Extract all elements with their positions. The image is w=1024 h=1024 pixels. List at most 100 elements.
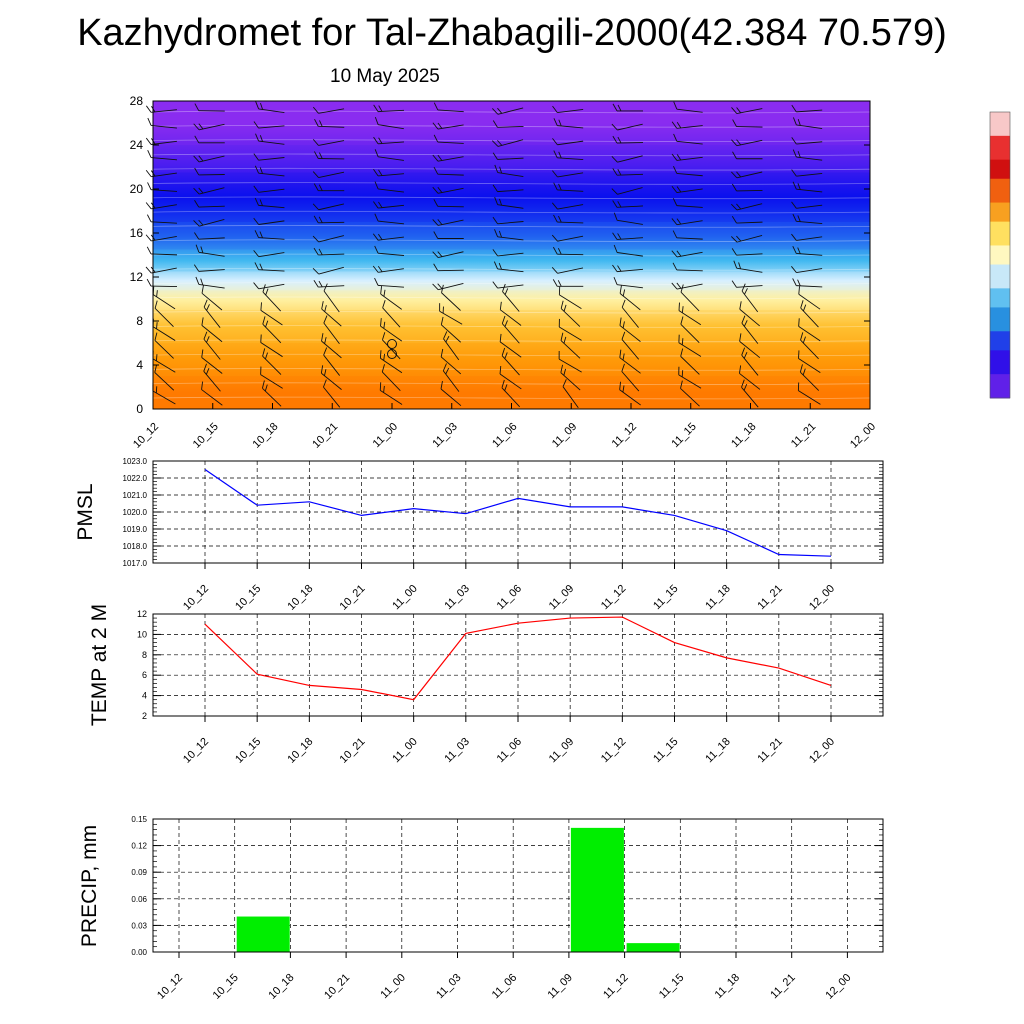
wind-barb-flag — [313, 247, 319, 256]
wind-barb — [731, 107, 763, 115]
wind-barb-flag — [736, 171, 742, 178]
wind-barb-flag — [499, 365, 502, 375]
wind-barb-shaft — [557, 189, 584, 192]
wind-barb-flag — [378, 137, 383, 144]
wind-barb-shaft — [736, 203, 763, 211]
precip-bar — [626, 943, 680, 952]
wind-barb-flag — [440, 316, 444, 325]
wind-barb-flag — [253, 250, 260, 257]
wind-barb — [739, 301, 760, 327]
wind-barb — [494, 164, 524, 178]
wind-barb-shaft — [318, 203, 345, 211]
wind-barb-flag — [383, 289, 386, 297]
wind-barb — [312, 235, 345, 243]
wind-barb-shaft — [741, 354, 759, 376]
wind-barb-flag — [265, 288, 269, 296]
wind-barb-shaft — [258, 252, 285, 258]
wind-barb — [253, 185, 285, 193]
wind-barb-flag — [264, 384, 268, 392]
wind-barb — [323, 315, 340, 345]
wind-barb-shaft — [380, 389, 403, 405]
wind-barb-flag — [802, 368, 806, 376]
wind-barb-flag — [731, 107, 738, 114]
wind-barb-shaft — [201, 325, 223, 343]
colorbar-swatch — [990, 388, 1010, 394]
wind-barb-flag — [678, 334, 680, 343]
colorbar-swatch — [990, 255, 1010, 261]
wind-barb-shaft — [380, 325, 403, 342]
wind-barb-flag — [676, 186, 682, 193]
x-tick-label: 11_18 — [729, 421, 759, 451]
wind-barb-shaft — [796, 204, 823, 209]
wind-barb-flag — [380, 318, 382, 327]
wind-barb-flag — [374, 213, 379, 222]
wind-barb-flag — [195, 276, 200, 285]
x-tick-label: 11_03 — [442, 736, 472, 766]
wind-barb-flag — [619, 381, 621, 390]
wind-barb — [492, 152, 524, 160]
wind-barb-flag — [497, 107, 503, 114]
wind-barb — [551, 234, 584, 242]
wind-barb — [193, 219, 225, 227]
wind-barb — [619, 317, 641, 342]
wind-barb-shaft — [497, 139, 524, 147]
wind-barb — [382, 300, 401, 328]
wind-barb-flag — [259, 199, 263, 206]
wind-barb-flag — [551, 266, 558, 274]
x-tick-label: 10_15 — [191, 421, 221, 451]
wind-barb — [499, 333, 522, 358]
wind-barb-flag — [558, 215, 562, 223]
wind-barb — [612, 168, 644, 176]
x-tick-label: 11_21 — [755, 736, 785, 766]
wind-barb — [671, 121, 703, 129]
wind-barb — [253, 121, 285, 129]
wind-barb — [621, 331, 640, 360]
wind-barb-flag — [792, 246, 797, 254]
wind-barb-flag — [492, 216, 498, 225]
wind-barb — [312, 139, 345, 146]
wind-barb — [791, 137, 823, 145]
wind-barb-shaft — [617, 155, 643, 163]
y-tick-label: 8 — [136, 314, 143, 328]
wind-barb-shaft — [258, 237, 285, 240]
wind-barb-flag — [195, 244, 200, 253]
wind-barb-shaft — [497, 236, 524, 241]
wind-barb-flag — [312, 171, 319, 178]
wind-barb-flag — [323, 283, 328, 292]
wind-barb — [671, 282, 703, 290]
wind-barb — [731, 215, 763, 224]
wind-barb — [552, 138, 584, 146]
wind-barb-shaft — [617, 237, 644, 240]
wind-barb — [261, 380, 282, 407]
contour-line — [152, 153, 871, 157]
wind-barb-flag — [323, 379, 327, 388]
wind-barb-shaft — [621, 339, 640, 360]
wind-barb-flag — [791, 201, 797, 209]
wind-barb-flag — [551, 202, 558, 210]
wind-barb — [792, 278, 823, 288]
wind-barb-shaft — [378, 268, 404, 273]
wind-barb-flag — [433, 199, 439, 207]
wind-barb-flag — [260, 366, 262, 375]
wind-barb-shaft — [378, 252, 404, 256]
wind-barb — [433, 263, 464, 272]
wind-barb-shaft — [150, 221, 178, 224]
colorbar-swatch — [990, 312, 1010, 318]
wind-barb-shaft — [796, 141, 823, 145]
colorbar-swatch — [990, 359, 1010, 366]
wind-barb-shaft — [798, 325, 821, 342]
wind-barb — [741, 315, 759, 344]
wind-barb-flag — [203, 363, 207, 372]
wind-barb-flag — [432, 186, 439, 194]
wind-barb-flag — [313, 280, 319, 288]
colorbar-swatch — [990, 121, 1010, 127]
wind-barb-flag — [499, 333, 502, 342]
wind-barb-shaft — [676, 237, 703, 240]
wind-barb-shaft — [441, 292, 461, 311]
wind-barb-flag — [379, 350, 382, 359]
wind-barb — [440, 316, 461, 343]
wind-barb-shaft — [557, 267, 584, 274]
wind-barb — [433, 102, 464, 113]
wind-barb-flag — [259, 231, 263, 238]
wind-barb-flag — [558, 286, 561, 295]
